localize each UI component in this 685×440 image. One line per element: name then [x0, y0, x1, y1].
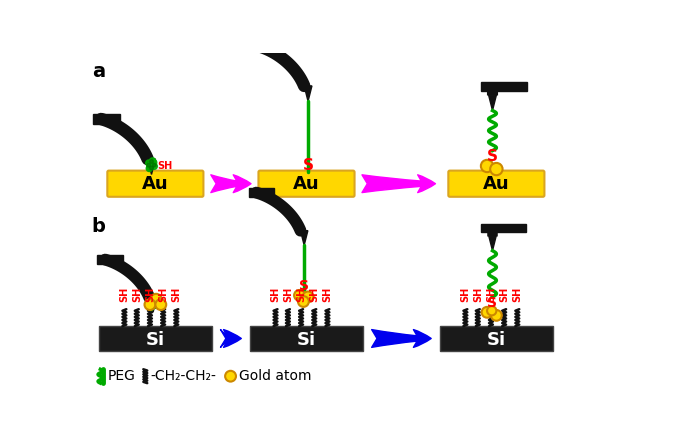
Text: -CH₂-CH₂-: -CH₂-CH₂- — [151, 369, 216, 383]
Text: SH: SH — [486, 286, 496, 301]
Circle shape — [491, 310, 502, 321]
FancyBboxPatch shape — [258, 171, 355, 197]
Circle shape — [155, 299, 166, 310]
Text: PEG: PEG — [108, 369, 136, 383]
Text: SH: SH — [271, 286, 280, 301]
Bar — [250, 326, 362, 351]
Text: Au: Au — [142, 175, 169, 193]
FancyBboxPatch shape — [108, 171, 203, 197]
Circle shape — [147, 163, 151, 167]
Bar — [440, 326, 553, 351]
Circle shape — [151, 297, 157, 303]
Circle shape — [149, 303, 152, 306]
Polygon shape — [301, 231, 308, 246]
Circle shape — [151, 159, 157, 165]
Text: SH: SH — [309, 286, 319, 301]
Text: b: b — [92, 217, 105, 236]
Text: S: S — [488, 296, 497, 310]
Text: SH: SH — [512, 286, 522, 301]
Polygon shape — [488, 95, 497, 110]
Bar — [249, 188, 275, 197]
Text: S: S — [299, 279, 309, 293]
Bar — [482, 224, 525, 232]
Circle shape — [148, 305, 153, 311]
Text: Si: Si — [487, 331, 506, 349]
Bar — [97, 255, 123, 264]
Text: SH: SH — [473, 286, 483, 301]
Text: SH: SH — [145, 286, 155, 301]
Circle shape — [150, 301, 155, 306]
Circle shape — [153, 303, 158, 308]
Text: SH: SH — [132, 286, 142, 301]
Circle shape — [149, 304, 154, 309]
Polygon shape — [304, 86, 312, 101]
Text: SH: SH — [499, 286, 509, 301]
Polygon shape — [148, 159, 155, 174]
Circle shape — [153, 299, 158, 304]
Text: SH: SH — [171, 286, 182, 301]
Text: SH: SH — [158, 286, 168, 301]
Circle shape — [298, 296, 309, 307]
Circle shape — [145, 299, 155, 310]
Polygon shape — [149, 297, 157, 312]
Circle shape — [149, 160, 153, 163]
Circle shape — [147, 164, 153, 170]
Text: Si: Si — [297, 331, 316, 349]
Text: SH: SH — [158, 161, 173, 171]
Text: SH: SH — [296, 286, 306, 301]
Circle shape — [154, 303, 158, 306]
Bar — [99, 326, 212, 351]
Circle shape — [481, 160, 493, 172]
Circle shape — [149, 161, 155, 167]
Circle shape — [482, 307, 493, 318]
Text: SH: SH — [323, 286, 332, 301]
Text: SH: SH — [460, 286, 471, 301]
Circle shape — [149, 166, 153, 170]
Text: Gold atom: Gold atom — [239, 369, 312, 383]
Circle shape — [147, 300, 153, 305]
Circle shape — [146, 160, 152, 166]
Circle shape — [153, 163, 156, 167]
Bar — [249, 41, 277, 51]
Circle shape — [303, 292, 314, 302]
Text: Si: Si — [146, 331, 165, 349]
Circle shape — [151, 299, 155, 303]
Circle shape — [490, 163, 503, 175]
Text: SH: SH — [283, 286, 293, 301]
Text: Au: Au — [483, 175, 510, 193]
Circle shape — [487, 306, 497, 315]
FancyBboxPatch shape — [448, 171, 545, 197]
Circle shape — [146, 165, 153, 172]
Circle shape — [149, 158, 155, 164]
Text: SH: SH — [119, 286, 129, 301]
Bar — [481, 82, 527, 91]
Text: a: a — [92, 62, 105, 81]
Text: Au: Au — [293, 175, 320, 193]
Polygon shape — [489, 236, 496, 251]
Circle shape — [225, 371, 236, 381]
Circle shape — [151, 294, 162, 304]
Bar — [93, 114, 120, 124]
Text: S: S — [487, 149, 498, 164]
Circle shape — [151, 306, 155, 309]
Text: S: S — [303, 158, 314, 173]
Circle shape — [294, 290, 305, 301]
Circle shape — [151, 163, 158, 169]
